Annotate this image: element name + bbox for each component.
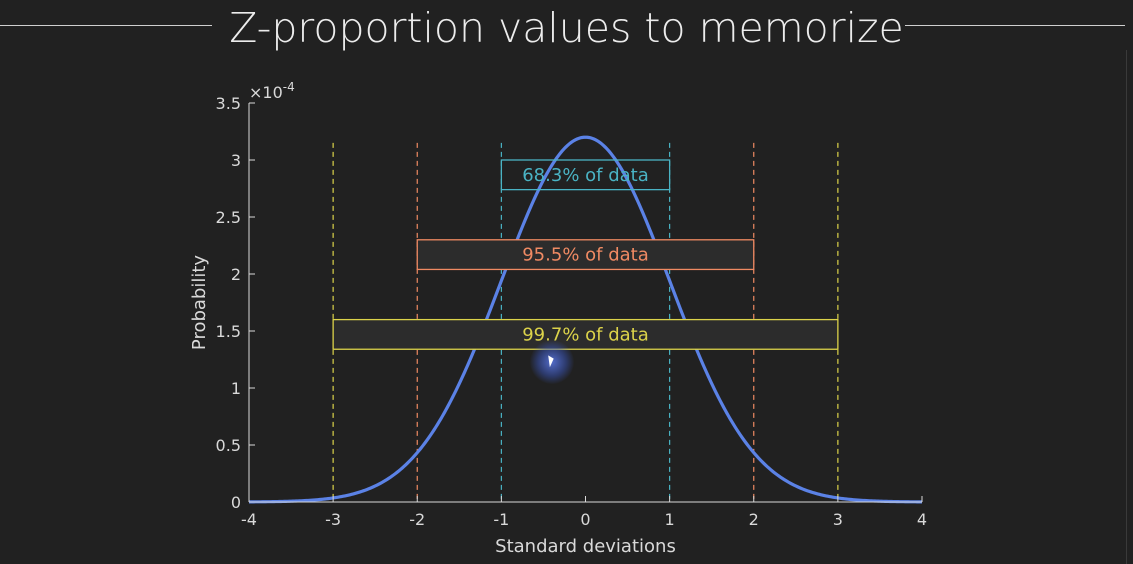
y-tick-label: 1.5 — [216, 322, 241, 341]
x-tick-label: 2 — [749, 510, 759, 529]
annotation-frame — [332, 318, 839, 350]
mouse-cursor-highlight — [530, 340, 574, 384]
x-tick-label: -4 — [241, 510, 257, 529]
y-tick-label: 1 — [231, 379, 241, 398]
x-tick-label: -3 — [325, 510, 341, 529]
slide-edge-divider — [1126, 50, 1127, 564]
y-tick-label: 3.5 — [216, 94, 241, 113]
x-tick-label: 1 — [665, 510, 675, 529]
y-scale-exponent: -4 — [283, 80, 295, 94]
y-scale-base: ×10 — [249, 83, 283, 102]
annotation-boxes: 68.3% of data 95.5% of data 99.7% of data — [332, 159, 839, 350]
annotation-box: 99.7% of data — [332, 318, 839, 350]
x-tick-label: 4 — [917, 510, 927, 529]
y-tick-label: 2.5 — [216, 208, 241, 227]
annotation-label: 95.5% of data — [522, 245, 649, 266]
slide-title: Z-proportion values to memorize — [229, 4, 904, 52]
annotation-box: 68.3% of data — [500, 159, 671, 191]
x-tick-label: -1 — [493, 510, 509, 529]
y-tick-label: 3 — [231, 151, 241, 170]
annotation-box: 95.5% of data — [416, 239, 755, 271]
reference-lines — [332, 142, 839, 502]
x-tick-label: 3 — [833, 510, 843, 529]
title-rule-right — [905, 25, 1125, 26]
axes: -4 -3 -2 -1 0 1 2 3 4 0 0.5 1 1.5 2 2.5 3 3.5 — [216, 94, 928, 529]
x-axis-label: Standard deviations — [495, 536, 676, 557]
slide-header: Z-proportion values to memorize — [0, 0, 1133, 56]
y-tick-label: 0 — [231, 493, 241, 512]
normal-curve — [248, 135, 923, 504]
y-axis-label: Probability — [189, 255, 210, 350]
annotation-frame — [416, 239, 755, 271]
y-tick-label: 0.5 — [216, 436, 241, 455]
y-tick-label: 2 — [231, 265, 241, 284]
annotation-label: 68.3% of data — [522, 165, 649, 186]
title-rule-left — [0, 25, 212, 26]
y-scale-factor: ×10-4 — [249, 80, 295, 102]
annotation-frame — [500, 159, 671, 191]
x-tick-label: 0 — [580, 510, 590, 529]
x-tick-label: -2 — [409, 510, 425, 529]
